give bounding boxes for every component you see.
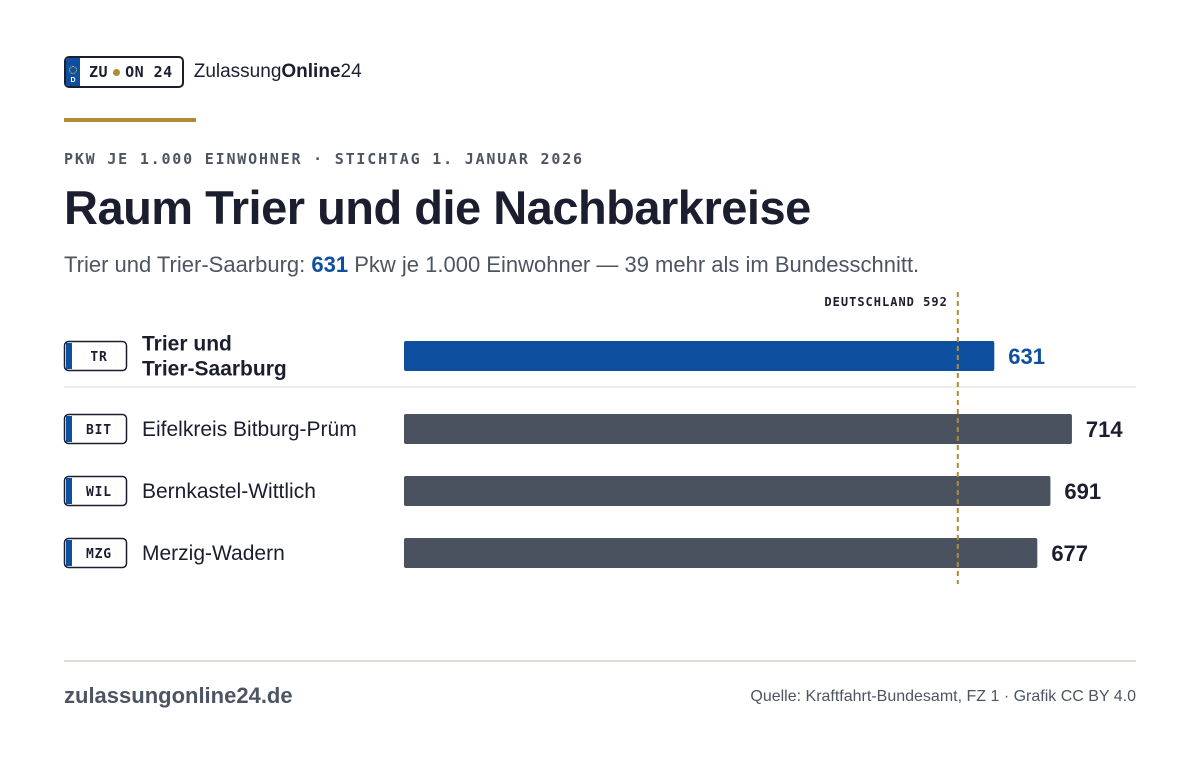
- code-plate: [63, 537, 128, 569]
- plate-eu-band-icon: [66, 478, 72, 504]
- brand-regular: Zulassung: [193, 61, 282, 82]
- value-label: 714: [1086, 417, 1123, 442]
- value-label: 677: [1051, 541, 1088, 566]
- code-plate: [63, 475, 128, 507]
- brand-bold: Online: [281, 61, 341, 82]
- plate-country: D: [70, 77, 76, 84]
- plate-eu-band-icon: [66, 540, 72, 566]
- plate-right-text: ON 24: [125, 63, 173, 81]
- value-label: 631: [1008, 344, 1045, 369]
- subtitle-suffix: Pkw je 1.000 Einwohner — 39 mehr als im …: [348, 252, 920, 277]
- reference-label: DEUTSCHLAND 592: [824, 295, 947, 309]
- category-label: Bernkastel-Wittlich: [142, 480, 316, 503]
- chart-subtitle: Trier und Trier-Saarburg: 631 Pkw je 1.0…: [64, 252, 919, 278]
- plate-seal-icon: [113, 68, 121, 76]
- kicker: PKW JE 1.000 EINWOHNER · STICHTAG 1. JAN…: [64, 150, 584, 168]
- footer-site: zulassungonline24.de: [64, 683, 293, 708]
- footer-source: Quelle: Kraftfahrt-Bundesamt, FZ 1 · Gra…: [750, 688, 1136, 705]
- category-label: Merzig-Wadern: [142, 542, 285, 565]
- code-plate: [63, 340, 128, 372]
- brand-name: ZulassungOnline24: [194, 61, 362, 83]
- brand-suffix: 24: [340, 61, 362, 82]
- code-plate: [63, 413, 128, 445]
- bar: [404, 538, 1038, 568]
- bar: [404, 476, 1051, 506]
- category-label: Trier-Saarburg: [142, 358, 287, 381]
- plate-code: BIT: [86, 423, 112, 438]
- plate-code: TR: [90, 350, 107, 365]
- category-label: Eifelkreis Bitburg-Prüm: [142, 418, 357, 441]
- plate-eu-band-icon: [66, 343, 72, 369]
- category-label: Trier und: [142, 333, 232, 356]
- plate-code: WIL: [86, 485, 112, 500]
- bar: [404, 414, 1072, 444]
- plate-eu-band-icon: [66, 416, 72, 442]
- plate-code: MZG: [86, 547, 112, 562]
- bar: [404, 341, 995, 371]
- brand-header: D ZU ON 24 ZulassungOnline24: [64, 56, 362, 88]
- footer-divider: [64, 660, 1136, 662]
- eu-band-icon: D: [66, 58, 80, 86]
- license-plate-logo: D ZU ON 24: [64, 56, 184, 88]
- plate-left-text: ZU: [89, 63, 109, 81]
- value-label: 691: [1064, 479, 1101, 504]
- accent-rule: [64, 118, 196, 122]
- chart-title: Raum Trier und die Nachbarkreise: [64, 181, 811, 234]
- subtitle-prefix: Trier und Trier-Saarburg:: [64, 252, 312, 277]
- plate-text: ZU ON 24: [80, 58, 182, 86]
- subtitle-highlight: 631: [311, 252, 349, 277]
